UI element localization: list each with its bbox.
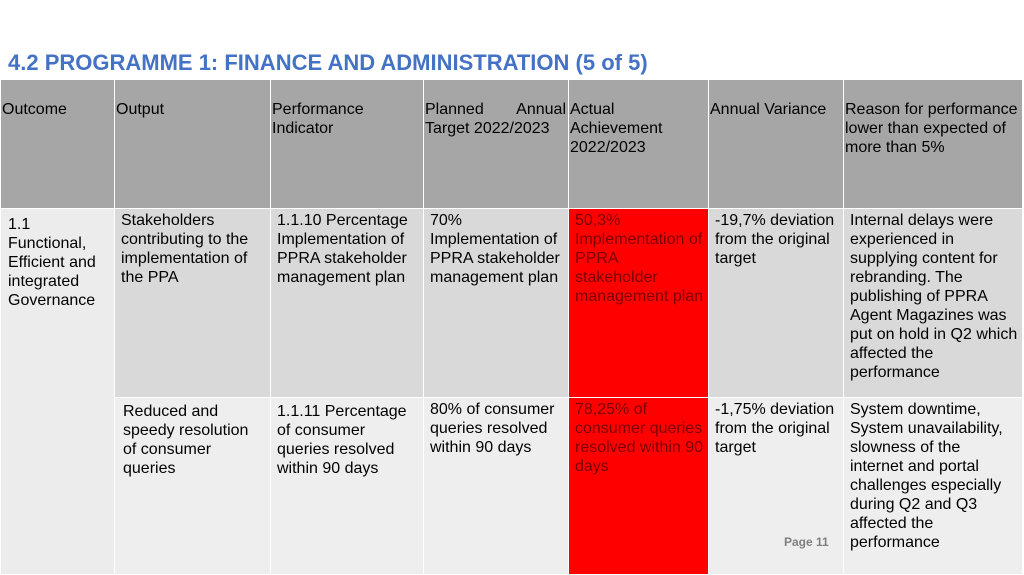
variance-cell: -19,7% deviation from the original targe… [708, 208, 844, 398]
indicator-cell: 1.1.11 Percentage of consumer queries re… [270, 397, 424, 575]
header-planned-word2: Annual [516, 101, 566, 118]
reason-cell: System downtime, System unavailability, … [843, 397, 1023, 575]
header-planned-rest: Target 2022/2023 [425, 120, 550, 137]
header-reason: Reason for performance lower than expect… [843, 79, 1023, 209]
header-planned-word1: Planned [425, 101, 484, 118]
page-title: 4.2 PROGRAMME 1: FINANCE AND ADMINISTRAT… [8, 50, 648, 75]
performance-table: Outcome Output Performance Indicator Pla… [0, 79, 1023, 575]
planned-cell: 80% of consumer queries resolved within … [423, 397, 569, 575]
header-planned: Planned Annual Target 2022/2023 [423, 79, 569, 209]
output-cell: Reduced and speedy resolution of consume… [114, 397, 271, 575]
header-outcome: Outcome [0, 79, 115, 209]
table-header-row: Outcome Output Performance Indicator Pla… [0, 79, 1023, 209]
header-actual: Actual Achievement 2022/2023 [568, 79, 709, 209]
header-variance: Annual Variance [708, 79, 844, 209]
actual-cell: 78,25% of consumer queries resolved with… [568, 397, 709, 575]
table-row: 1.1 Functional, Efficient and integrated… [0, 208, 1023, 575]
actual-cell: 50,3% Implementation of PPRA stakeholder… [568, 208, 709, 398]
page-number: Page 11 [784, 535, 829, 549]
planned-cell: 70% Implementation of PPRA stakeholder m… [423, 208, 569, 398]
reason-cell: Internal delays were experienced in supp… [843, 208, 1023, 398]
header-output: Output [114, 79, 271, 209]
variance-cell: -1,75% deviation from the original targe… [708, 397, 844, 575]
indicator-cell: 1.1.10 Percentage Implementation of PPRA… [270, 208, 424, 398]
table-row: Reduced and speedy resolution of consume… [1, 397, 1023, 575]
outcome-cell: 1.1 Functional, Efficient and integrated… [0, 208, 115, 575]
header-indicator: Performance Indicator [270, 79, 424, 209]
output-cell: Stakeholders contributing to the impleme… [114, 208, 271, 398]
